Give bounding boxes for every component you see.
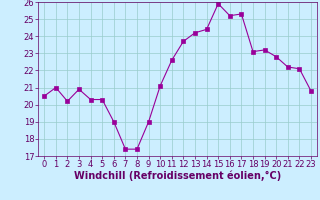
X-axis label: Windchill (Refroidissement éolien,°C): Windchill (Refroidissement éolien,°C)	[74, 171, 281, 181]
